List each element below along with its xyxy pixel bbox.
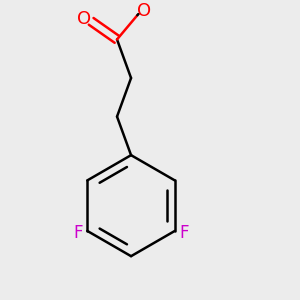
Text: F: F bbox=[73, 224, 83, 242]
Text: O: O bbox=[77, 10, 91, 28]
Text: O: O bbox=[136, 2, 151, 20]
Text: F: F bbox=[179, 224, 189, 242]
